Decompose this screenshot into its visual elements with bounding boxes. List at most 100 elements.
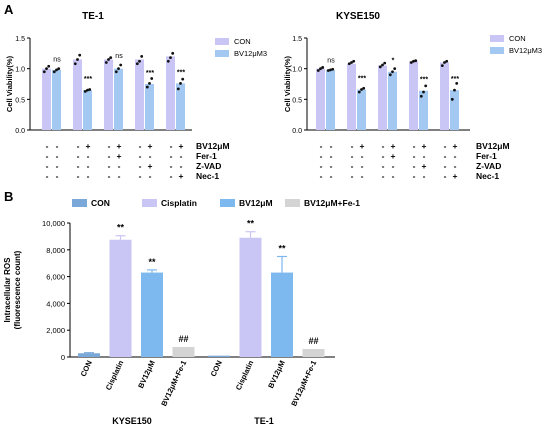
ros-y-tick-label: 2,000 (46, 326, 65, 335)
te1-condition-sign: - (170, 171, 173, 181)
te1-condition-sign: - (87, 151, 90, 161)
te1-data-point (42, 70, 46, 74)
ros-significance: ** (148, 257, 156, 267)
te1-data-point (88, 88, 92, 91)
te1-condition-label: BV12μM (196, 141, 230, 151)
ros-x-tick-label: BV12μM+Fe-1 (289, 359, 318, 408)
te1-bar (145, 84, 154, 130)
kyse-y-axis-label: Cell Viability(%) (283, 55, 292, 112)
te1-data-point (47, 64, 51, 68)
te1-condition-sign: - (87, 171, 90, 181)
ros-legend-swatch (220, 199, 235, 207)
kyse-y-tick-label: 0.0 (292, 128, 302, 135)
te1-bar (176, 83, 185, 130)
kyse-data-point (383, 61, 387, 65)
ros-y-tick-label: 8,000 (46, 246, 65, 255)
kyse-data-point (409, 61, 413, 64)
ros-y-axis-label: (fluorescence count) (13, 250, 22, 329)
kyse-condition-sign: + (453, 141, 458, 151)
te1-condition-sign: - (149, 151, 152, 161)
te1-data-point (150, 77, 154, 80)
kyse-condition-sign: - (444, 141, 447, 151)
te1-condition-sign: - (56, 171, 59, 181)
te1-condition-sign: - (56, 161, 59, 171)
ros-x-tick-label: CON (79, 359, 94, 378)
te1-condition-sign: + (179, 171, 184, 181)
kyse-bar (347, 63, 356, 131)
kyse-condition-label: Nec-1 (476, 171, 499, 181)
te1-condition-sign: - (118, 171, 121, 181)
kyse-bar (316, 68, 325, 130)
te1-data-point (169, 56, 172, 60)
kyse-condition-sign: - (351, 151, 354, 161)
te1-data-point (83, 89, 87, 93)
ros-bar (271, 272, 293, 357)
te1-bar (135, 59, 144, 130)
kyse-condition-sign: + (360, 141, 365, 151)
te1-data-point (52, 70, 56, 74)
te1-y-tick-label: 0.5 (15, 97, 25, 104)
ros-legend-label: BV12μM+Fe-1 (304, 198, 360, 208)
kyse-condition-sign: - (392, 171, 395, 181)
kyse-condition-sign: - (444, 151, 447, 161)
te1-y-axis-label: Cell Viability(%) (5, 55, 14, 112)
te1-data-point (171, 51, 175, 55)
te1-data-point (166, 59, 170, 63)
te1-bar (83, 90, 92, 130)
te1-condition-sign: - (108, 141, 111, 151)
kyse-condition-sign: - (413, 161, 416, 171)
kyse-y-tick-label: 0.5 (292, 97, 302, 104)
kyse-condition-sign: - (392, 161, 395, 171)
kyse-data-point (455, 81, 459, 85)
te1-significance: ns (115, 53, 123, 60)
te1-data-point (135, 62, 139, 66)
te1-legend-label: CON (234, 37, 251, 46)
te1-condition-sign: - (149, 171, 152, 181)
kyse-condition-sign: + (422, 161, 427, 171)
te1-condition-sign: - (46, 151, 49, 161)
kyse-bar (440, 62, 449, 130)
kyse-condition-sign: - (382, 171, 385, 181)
kyse-condition-sign: - (413, 171, 416, 181)
kyse-significance: *** (358, 76, 366, 83)
kyse-condition-label: BV12μM (476, 141, 510, 151)
kyse-data-point (424, 84, 428, 88)
kyse-bar (419, 90, 428, 130)
ros-x-tick-label: BV12μM+Fe-1 (159, 359, 188, 408)
kyse-data-point (319, 67, 322, 71)
te1-condition-sign: - (108, 171, 111, 181)
te1-condition-sign: - (108, 161, 111, 171)
ros-bar (239, 237, 262, 357)
kyse-y-tick-label: 1.0 (292, 67, 302, 74)
kyse-significance: * (392, 58, 395, 65)
ros-bar (141, 272, 163, 357)
te1-condition-sign: - (170, 161, 173, 171)
te1-condition-sign: + (117, 141, 122, 151)
kyse-data-point (450, 97, 454, 101)
te1-data-point (73, 62, 77, 66)
te1-legend-swatch (215, 38, 229, 45)
te1-condition-sign: + (148, 141, 153, 151)
kyse-condition-sign: - (444, 171, 447, 181)
kyse-condition-sign: - (320, 141, 323, 151)
kyse-condition-sign: + (453, 171, 458, 181)
kyse-data-point (326, 69, 330, 72)
te1-data-point (119, 63, 123, 67)
kyse-data-point (352, 59, 356, 63)
kyse-condition-sign: - (382, 141, 385, 151)
kyse-data-point (445, 59, 449, 63)
kyse-data-point (331, 67, 335, 71)
kyse-condition-sign: - (382, 151, 385, 161)
kyse-data-point (414, 59, 418, 63)
kyse-data-point (388, 73, 392, 77)
ros-significance: ** (278, 244, 286, 254)
ros-cell-line-label: TE-1 (254, 416, 274, 426)
kyse-legend-label: BV12μM3 (509, 46, 542, 55)
kyse-bar (409, 61, 418, 130)
te1-data-point (78, 53, 82, 57)
te1-bar (42, 68, 51, 130)
kyse-condition-sign: + (422, 141, 427, 151)
ros-significance: ** (117, 223, 125, 233)
te1-data-point (176, 87, 180, 91)
